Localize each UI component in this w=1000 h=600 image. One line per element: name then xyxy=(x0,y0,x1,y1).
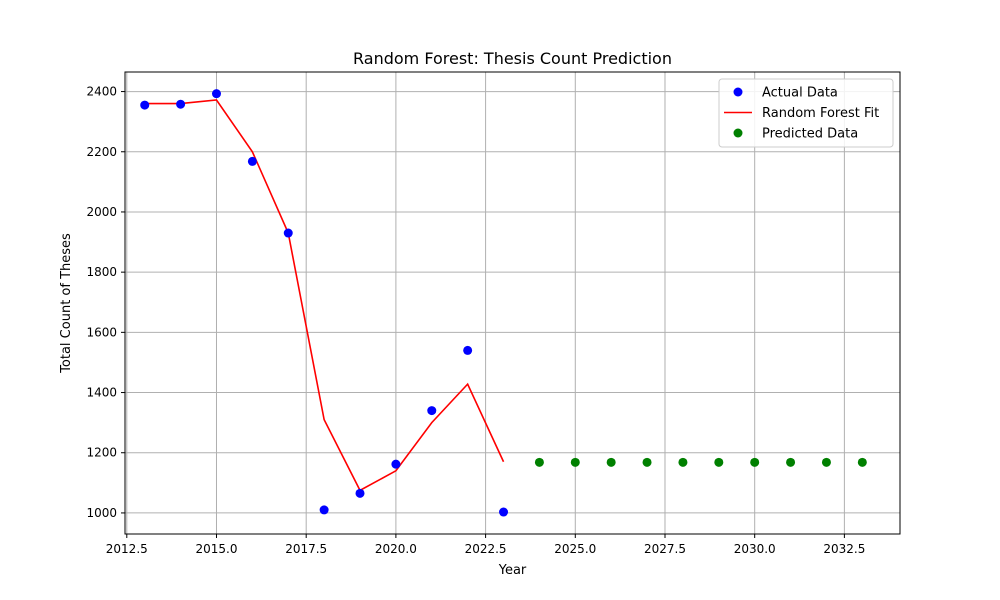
predicted-data-point xyxy=(570,457,580,467)
legend-label-random-forest-fit: Random Forest Fit xyxy=(762,106,879,121)
points-layer xyxy=(140,89,867,517)
y-axis: 1000 1200 1400 1600 1800 2000 2200 2400 xyxy=(86,85,125,520)
legend-box xyxy=(718,78,894,148)
y-axis-label: Total Count of Theses xyxy=(59,233,74,374)
y-tick-label: 1800 xyxy=(86,265,117,279)
actual-data-point xyxy=(176,99,186,109)
legend-swatch-actual-data xyxy=(733,87,743,97)
random-forest-fit-line xyxy=(144,99,505,492)
predicted-data-point xyxy=(714,457,724,467)
predicted-data-point xyxy=(678,457,688,467)
x-axis: 2012.5 2015.0 2017.5 2020.0 2022.5 2025.0 2027… xyxy=(106,534,865,556)
x-tick-label: 2027.5 xyxy=(644,542,686,556)
x-tick-label: 2030.0 xyxy=(734,542,776,556)
x-tick-label: 2032.5 xyxy=(823,542,865,556)
x-axis-label: Year xyxy=(498,563,527,578)
predicted-data-point xyxy=(606,457,616,467)
predicted-data-point xyxy=(750,457,760,467)
actual-data-point xyxy=(140,100,150,110)
predicted-data-point xyxy=(642,457,652,467)
predicted-data-point xyxy=(821,457,831,467)
y-tick-label: 2000 xyxy=(86,205,117,219)
chart-title: Random Forest: Thesis Count Prediction xyxy=(353,49,672,68)
actual-data-point xyxy=(355,488,365,498)
x-tick-label: 2012.5 xyxy=(106,542,148,556)
predicted-data-point xyxy=(786,457,796,467)
x-tick-label: 2025.0 xyxy=(554,542,596,556)
actual-data-point xyxy=(463,345,473,355)
actual-data-point xyxy=(211,89,221,99)
x-tick-label: 2015.0 xyxy=(195,542,237,556)
legend-label-actual-data: Actual Data xyxy=(762,86,838,101)
fit-line-layer xyxy=(144,99,505,492)
legend-swatch-predicted-data xyxy=(733,128,743,138)
grid xyxy=(125,72,900,534)
y-tick-label: 1600 xyxy=(86,325,117,339)
y-tick-label: 1200 xyxy=(86,446,117,460)
actual-data-point xyxy=(391,459,401,469)
predicted-data-point xyxy=(534,457,544,467)
actual-data-point xyxy=(319,505,329,515)
actual-data-point xyxy=(427,406,437,416)
y-tick-label: 2400 xyxy=(86,85,117,99)
actual-data-point xyxy=(499,507,509,517)
x-tick-label: 2020.0 xyxy=(375,542,417,556)
x-tick-label: 2022.5 xyxy=(465,542,507,556)
y-tick-label: 2200 xyxy=(86,145,117,159)
legend-label-predicted-data: Predicted Data xyxy=(762,127,858,142)
legend: Actual Data Random Forest Fit Predicted Da… xyxy=(718,78,894,148)
actual-data-point xyxy=(247,156,257,166)
predicted-data-point xyxy=(857,457,867,467)
actual-data-point xyxy=(283,228,293,238)
y-tick-label: 1000 xyxy=(86,506,117,520)
x-tick-label: 2017.5 xyxy=(285,542,327,556)
y-tick-label: 1400 xyxy=(86,386,117,400)
plot-frame xyxy=(124,71,901,535)
